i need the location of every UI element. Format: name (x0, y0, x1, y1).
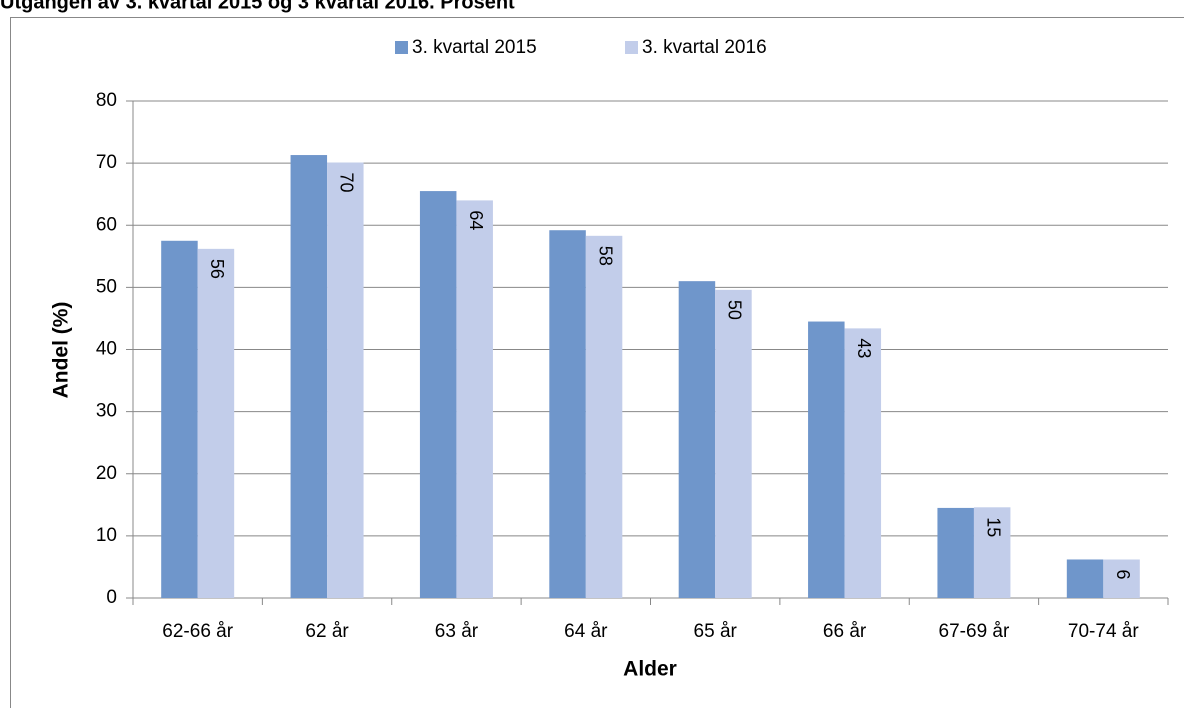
x-tick-label: 62-66 år (162, 621, 233, 642)
bar (327, 162, 364, 598)
y-tick-label: 50 (96, 276, 117, 297)
y-tick-label: 40 (96, 339, 117, 360)
x-axis-label: Alder (623, 658, 677, 681)
bar (937, 507, 974, 598)
legend-label: 3. kvartal 2015 (412, 37, 537, 58)
data-label: 58 (595, 246, 615, 266)
chart-frame (10, 17, 1184, 708)
y-tick-label: 80 (96, 90, 117, 111)
bar (585, 235, 623, 598)
y-tick-label: 10 (96, 525, 117, 546)
bar (715, 289, 752, 598)
legend-label: 3. kvartal 2016 (642, 37, 767, 58)
x-tick-label: 70-74 år (1068, 621, 1139, 642)
y-tick-label: 30 (96, 401, 117, 422)
bar (456, 200, 493, 598)
x-tick-label: 62 år (305, 621, 349, 642)
data-label: 50 (725, 300, 745, 320)
bar (1103, 559, 1140, 598)
data-label: 64 (466, 210, 486, 230)
data-label: 43 (854, 338, 874, 358)
y-axis-label: Andel (%) (50, 302, 73, 399)
legend-swatch (625, 41, 638, 54)
bar (808, 321, 845, 598)
data-label: 56 (207, 259, 227, 279)
chart-title: Utgangen av 3. kvartal 2015 og 3 kvartal… (0, 0, 515, 13)
x-tick-label: 67-69 år (939, 621, 1010, 642)
data-label: 15 (983, 517, 1003, 537)
data-label: 70 (337, 173, 357, 193)
bar (290, 155, 328, 598)
bar (678, 281, 716, 598)
y-tick-label: 20 (96, 463, 117, 484)
x-tick-label: 66 år (823, 621, 867, 642)
y-tick-label: 60 (96, 214, 117, 235)
data-label: 6 (1113, 569, 1133, 579)
x-tick-label: 63 år (435, 621, 479, 642)
x-tick-label: 64 år (564, 621, 608, 642)
bar (419, 191, 457, 599)
y-tick-label: 0 (106, 587, 117, 608)
y-tick-label: 70 (96, 152, 117, 173)
bar (1066, 559, 1104, 598)
bar (549, 230, 586, 598)
bar (197, 248, 235, 599)
bar (161, 240, 198, 598)
bar (844, 328, 882, 598)
x-tick-label: 65 år (694, 621, 738, 642)
bar (973, 507, 1011, 598)
legend-swatch (395, 41, 408, 54)
